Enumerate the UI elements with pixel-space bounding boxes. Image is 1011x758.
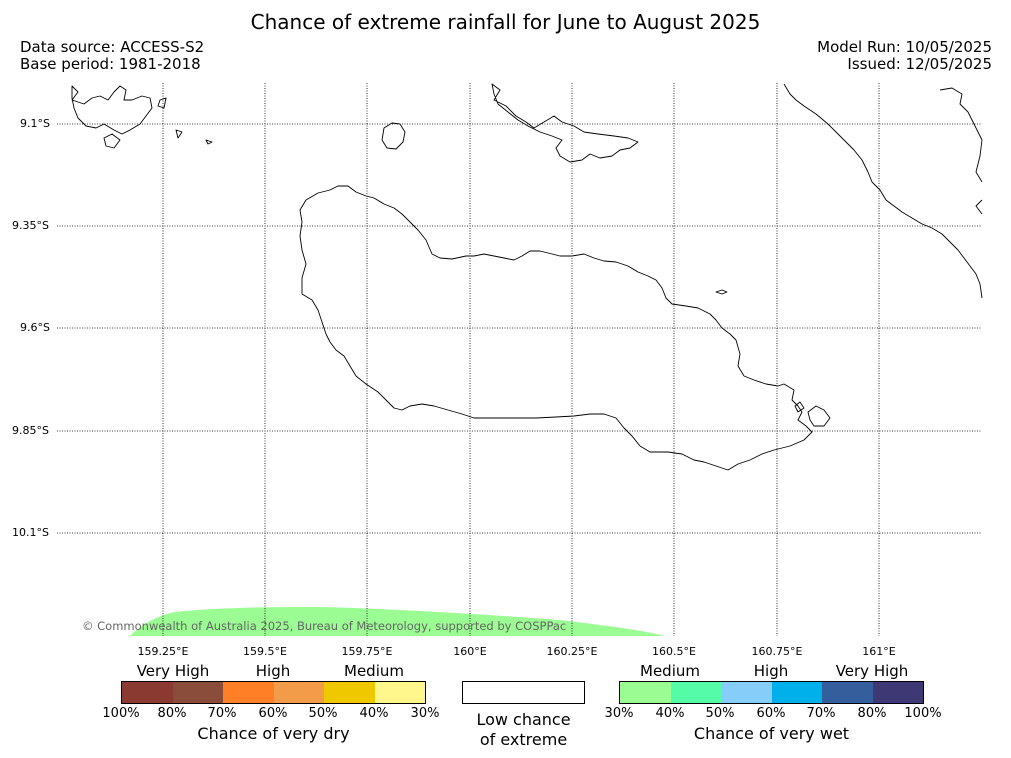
dry-tick-label: 100% (102, 706, 140, 721)
dry-category-high: High (255, 662, 291, 680)
map-title: Chance of extreme rainfall for June to A… (250, 10, 761, 34)
low-chance-line2: of extreme (479, 730, 568, 749)
wet-tick-label: 80% (857, 706, 887, 721)
dry-category-medium: Medium (344, 662, 404, 680)
dry-swatch (324, 682, 375, 703)
map-gridlines (57, 83, 982, 636)
coast-russell-islands (71, 85, 213, 149)
dry-tick-label: 70% (207, 706, 237, 721)
low-chance-swatch (462, 681, 585, 704)
wet-probability-region (130, 607, 665, 636)
base-period-text: Base period: 1981-2018 (20, 55, 201, 73)
lon-label-160-5: 160.5°E (652, 645, 696, 658)
wet-tick-label: 100% (904, 706, 942, 721)
map-canvas (57, 83, 983, 636)
coast-small-islet-east (715, 289, 728, 295)
lon-label-159-5: 159.5°E (243, 645, 287, 658)
dry-swatch (223, 682, 274, 703)
wet-tick-label: 40% (655, 706, 685, 721)
copyright-notice: © Commonwealth of Australia 2025, Bureau… (82, 619, 567, 633)
dry-category-very-high: Very High (136, 662, 210, 680)
coast-malaita-north (939, 87, 983, 215)
lon-label-160: 160°E (453, 645, 487, 658)
dry-swatch (172, 682, 223, 703)
wet-swatch (872, 682, 923, 703)
dry-tick-label: 40% (359, 706, 389, 721)
lon-label-161: 161°E (862, 645, 896, 658)
lat-label-9-35: 9.35°S (12, 219, 49, 232)
wet-swatch (620, 682, 671, 703)
coast-marau-islets (794, 401, 831, 427)
dry-colorbar (121, 681, 426, 704)
dry-swatch (374, 682, 425, 703)
wet-tick-label: 70% (806, 706, 836, 721)
lat-label-9-85: 9.85°S (12, 424, 49, 437)
meta-left: Data source: ACCESS-S2 Base period: 1981… (20, 39, 204, 73)
dry-swatch (273, 682, 324, 703)
coast-guadalcanal (299, 185, 813, 471)
coastlines (71, 83, 983, 471)
dry-tick-label: 80% (157, 706, 187, 721)
lon-label-159-75: 159.75°E (341, 645, 393, 658)
lat-label-9-1: 9.1°S (20, 117, 50, 130)
low-chance-label: Low chance of extreme (462, 710, 585, 750)
coast-small-island-west (381, 122, 406, 150)
wet-legend-title: Chance of very wet (693, 724, 850, 743)
wet-category-very-high: Very High (835, 662, 909, 680)
dry-tick-label: 50% (308, 706, 338, 721)
model-run-text: Model Run: 10/05/2025 (817, 38, 992, 56)
wet-swatch (721, 682, 772, 703)
wet-swatch (822, 682, 873, 703)
low-chance-line1: Low chance (476, 710, 571, 729)
meta-right: Model Run: 10/05/2025 Issued: 12/05/2025 (817, 39, 992, 73)
issued-text: Issued: 12/05/2025 (847, 55, 992, 73)
dry-legend-title: Chance of very dry (197, 724, 350, 743)
wet-swatch (670, 682, 721, 703)
lat-label-9-6: 9.6°S (20, 321, 50, 334)
dry-swatch (122, 682, 173, 703)
data-source-text: Data source: ACCESS-S2 (20, 38, 205, 56)
lon-label-160-75: 160.75°E (751, 645, 803, 658)
wet-tick-label: 50% (705, 706, 735, 721)
lon-label-159-25: 159.25°E (137, 645, 189, 658)
dry-tick-label: 30% (410, 706, 440, 721)
lat-label-10-1: 10.1°S (12, 526, 49, 539)
wet-tick-label: 60% (756, 706, 786, 721)
dry-tick-label: 60% (258, 706, 288, 721)
coast-malaita (783, 83, 983, 299)
wet-category-high: High (753, 662, 789, 680)
wet-tick-label: 30% (604, 706, 634, 721)
coast-florida-islands (491, 83, 639, 163)
wet-swatch (771, 682, 822, 703)
wet-colorbar (619, 681, 924, 704)
wet-category-medium: Medium (640, 662, 700, 680)
lon-label-160-25: 160.25°E (546, 645, 598, 658)
